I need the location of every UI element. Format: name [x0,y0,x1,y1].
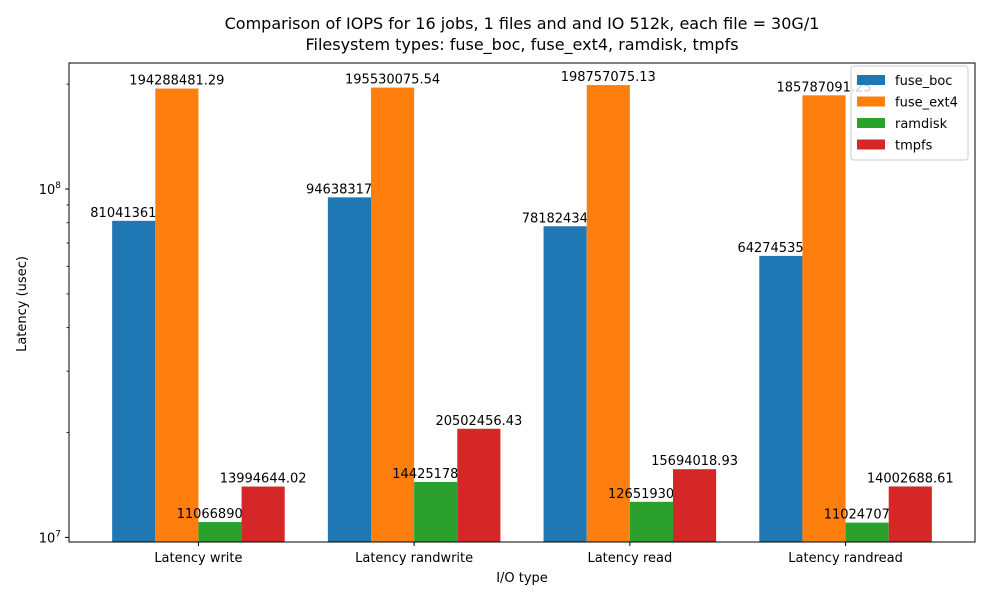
data-label-fuse_ext4: 185787091.25 [776,80,871,95]
data-label-tmpfs: 15694018.93 [651,454,738,469]
bar-tmpfs [457,428,501,542]
x-tick-label: Latency read [587,551,672,566]
x-axis-label: I/O type [496,571,548,586]
bar-fuse_boc [759,255,803,542]
legend-swatch-fuse_ext4 [857,96,885,107]
chart-title-line2: Filesystem types: fuse_boc, fuse_ext4, r… [305,35,738,55]
legend-label-tmpfs: tmpfs [895,139,933,154]
plot-frame [68,62,976,543]
bar-ramdisk [198,522,242,542]
bar-tmpfs [888,486,932,542]
bar-ramdisk [629,501,673,542]
plot-area: 81041361.6294638317.2178182434.296427453… [39,62,976,566]
legend-label-fuse_boc: fuse_boc [895,74,952,89]
bar-fuse_ext4 [371,87,415,542]
chart-title-line1: Comparison of IOPS for 16 jobs, 1 files … [225,14,820,33]
y-tick-label: 107 [39,529,61,546]
x-tick-label: Latency randwrite [355,551,473,566]
bar-fuse_ext4 [802,95,846,543]
bar-ramdisk [845,522,889,542]
y-tick-label: 108 [39,181,62,198]
data-label-tmpfs: 13994644.02 [220,472,307,487]
legend-label-ramdisk: ramdisk [895,117,948,132]
legend-swatch-tmpfs [857,139,885,150]
y-axis-label: Latency (usec) [15,256,30,352]
data-label-tmpfs: 20502456.43 [435,414,522,429]
bar-tmpfs [673,469,717,542]
legend-swatch-fuse_boc [857,75,885,85]
bar-fuse_boc [327,197,371,542]
bar-fuse_boc [543,226,587,542]
bar-tmpfs [241,486,285,542]
bar-fuse_ext4 [155,88,199,542]
bar-ramdisk [414,481,458,542]
data-label-fuse_ext4: 195530075.54 [345,73,440,88]
legend-swatch-ramdisk [857,118,885,128]
data-label-fuse_ext4: 198757075.13 [561,70,656,85]
legend-box [850,65,969,161]
data-label-tmpfs: 14002688.61 [867,471,954,486]
x-tick-label: Latency randread [788,551,903,566]
legend-label-fuse_ext4: fuse_ext4 [895,96,958,111]
x-tick-label: Latency write [154,551,242,566]
data-label-fuse_ext4: 194288481.29 [129,74,224,89]
bar-fuse_boc [112,220,156,542]
bar-fuse_ext4 [586,85,630,542]
